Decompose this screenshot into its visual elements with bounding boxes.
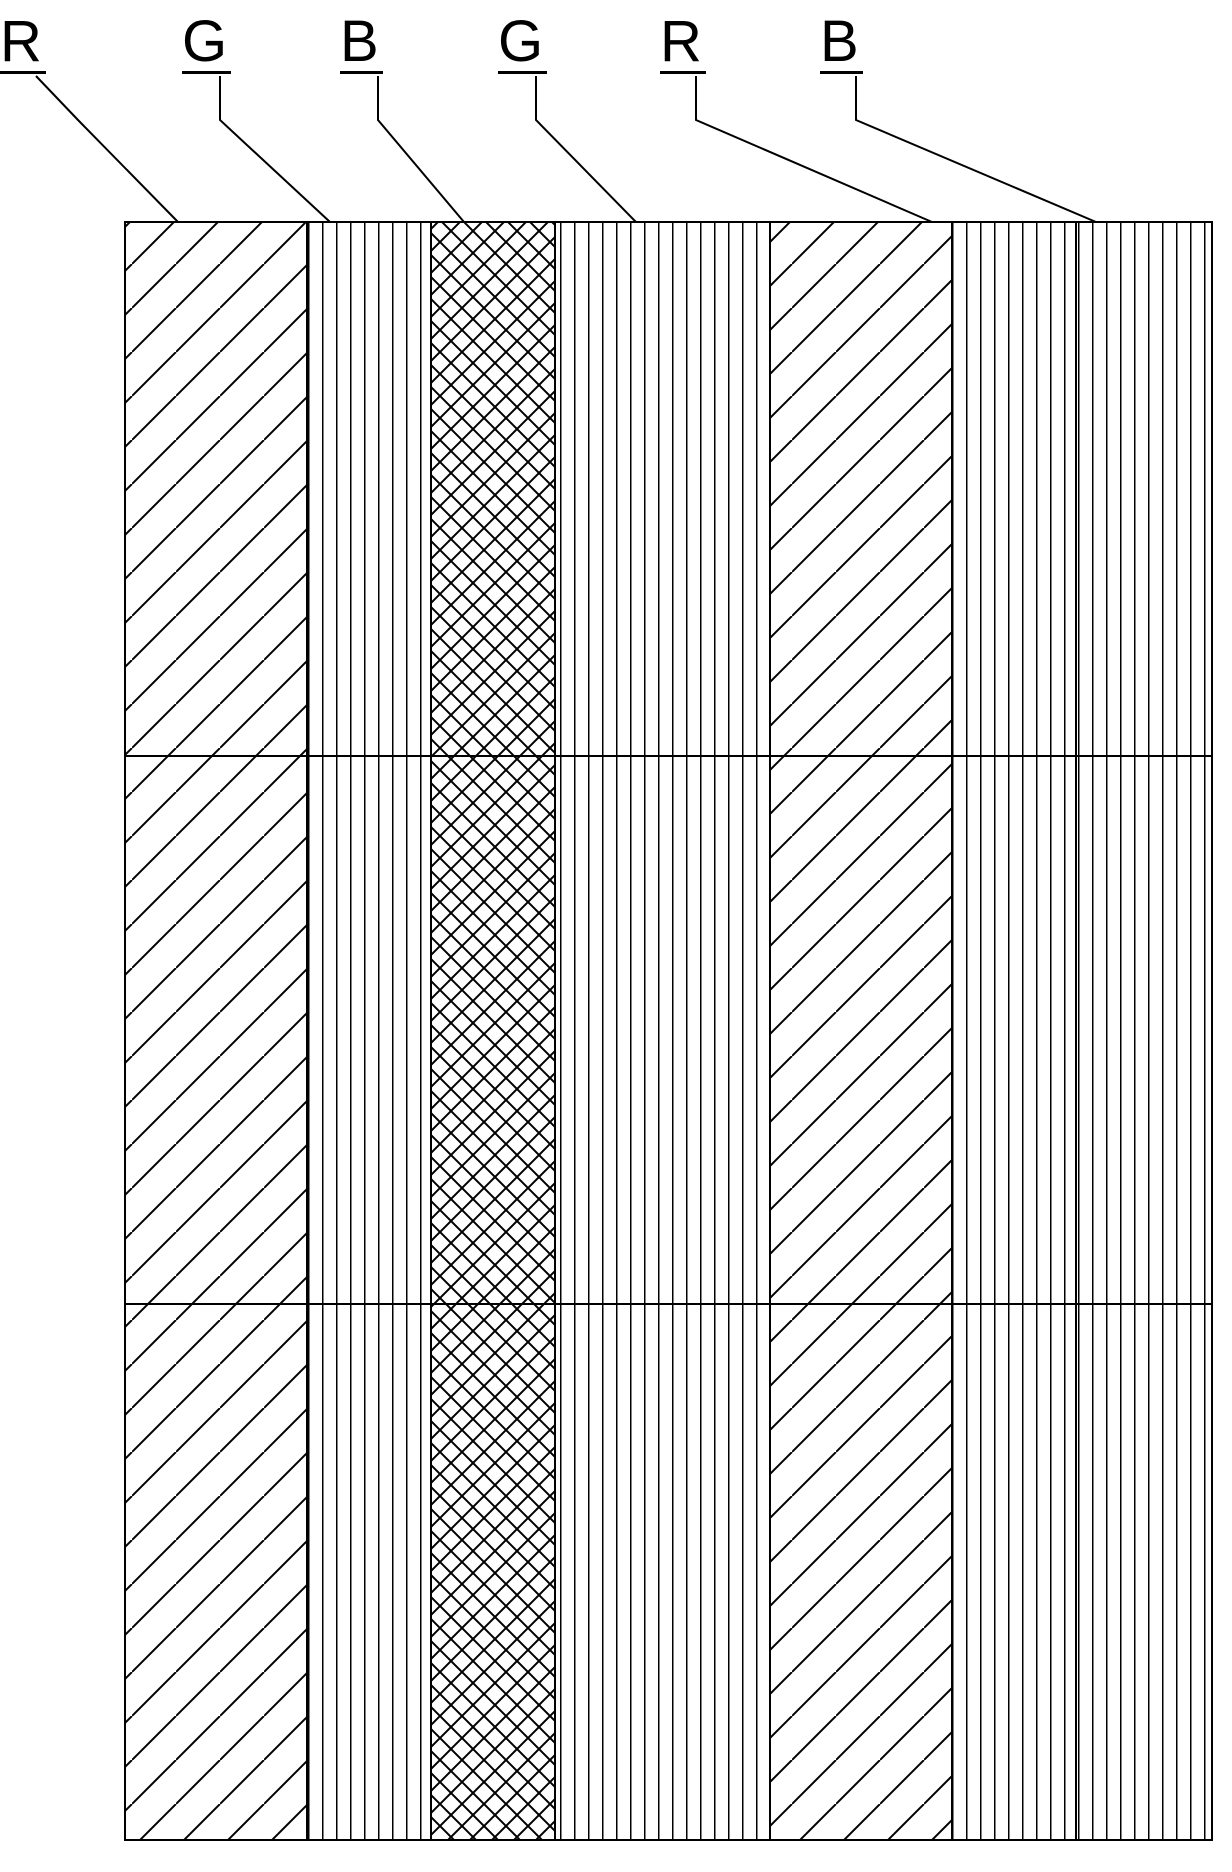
leader-line-3	[536, 76, 636, 222]
leader-line-4	[696, 76, 932, 222]
column-5-	[952, 222, 1076, 1840]
column-1-G	[307, 222, 431, 1840]
label-B1: B	[340, 8, 383, 75]
leader-line-1	[220, 76, 330, 222]
label-R1: R	[0, 8, 46, 75]
label-G1: G	[182, 8, 231, 75]
column-4-R	[770, 222, 952, 1840]
column-2-B	[431, 222, 555, 1840]
leader-line-5	[856, 76, 1096, 222]
leader-line-0	[36, 76, 178, 222]
column-6-B	[1076, 222, 1212, 1840]
label-B2: B	[820, 8, 863, 75]
column-0-R	[125, 222, 307, 1840]
label-G2: G	[498, 8, 547, 75]
column-3-G	[555, 222, 770, 1840]
label-R2: R	[660, 8, 706, 75]
leader-line-2	[378, 76, 464, 222]
diagram-canvas	[0, 0, 1232, 1872]
